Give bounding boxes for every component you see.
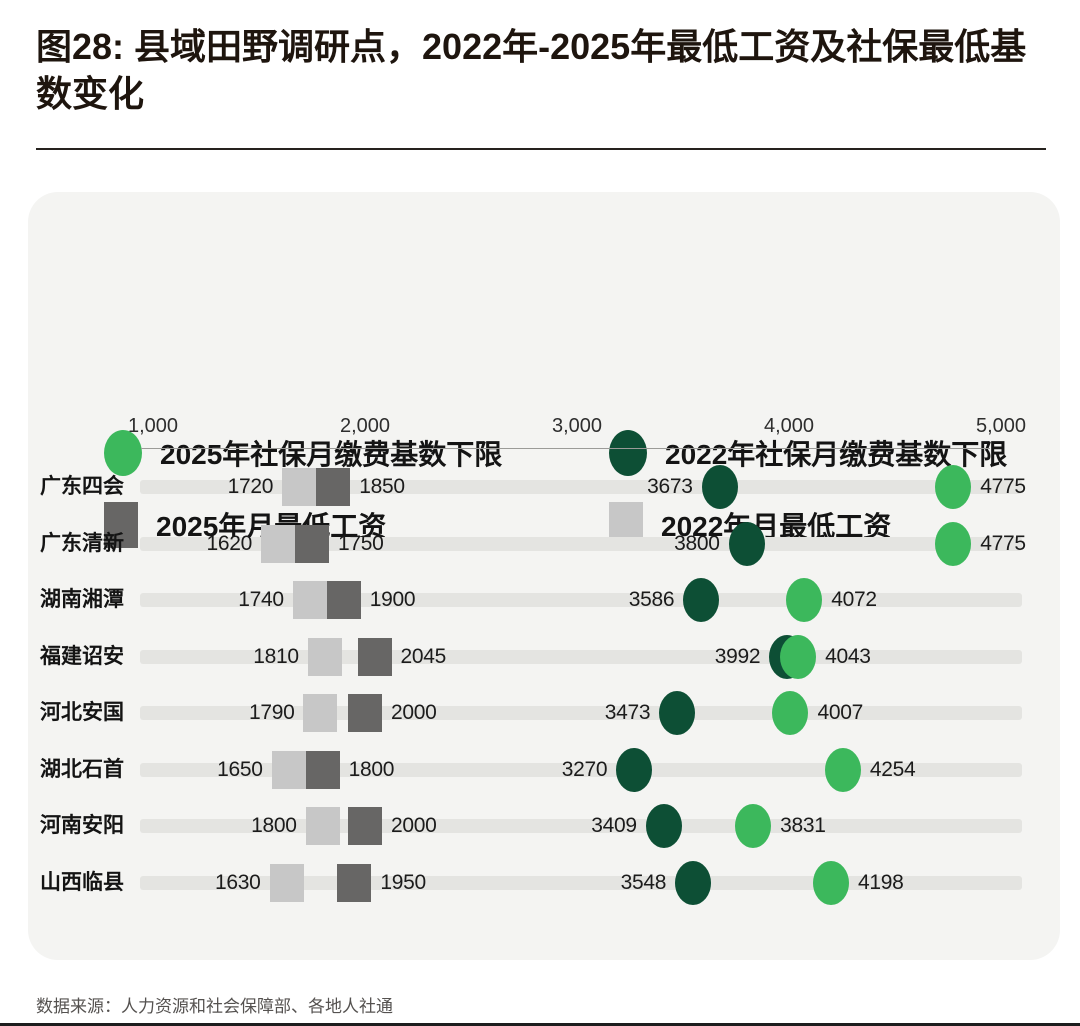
- light-gray-square-icon: [609, 502, 643, 548]
- legend-item-ssbase-2025: 2025年社保月缴费基数下限: [104, 430, 609, 476]
- legend-label: 2022年月最低工资: [661, 511, 892, 542]
- chart-title: 图28: 县域田野调研点，2022年-2025年最低工资及社保最低基数变化: [36, 26, 1027, 114]
- legend-item-wage-2025: 2025年月最低工资: [104, 502, 609, 548]
- legend-item-ssbase-2022: 2022年社保月缴费基数下限: [609, 430, 1007, 476]
- source-note: 数据来源：人力资源和社会保障部、各地人社通: [36, 997, 393, 1016]
- dark-gray-square-icon: [104, 502, 138, 548]
- green-circle-icon: [104, 430, 142, 476]
- bottom-divider: [0, 1023, 1080, 1026]
- legend-label: 2022年社保月缴费基数下限: [665, 439, 1008, 470]
- legend-label: 2025年社保月缴费基数下限: [160, 439, 503, 470]
- legend: 2025年社保月缴费基数下限 2022年社保月缴费基数下限 2025年月最低工资…: [104, 430, 1007, 548]
- legend-item-wage-2022: 2022年月最低工资: [609, 502, 1007, 548]
- title-divider: [36, 148, 1046, 150]
- chart-card: 2025年社保月缴费基数下限 2022年社保月缴费基数下限 2025年月最低工资…: [28, 192, 1060, 960]
- legend-label: 2025年月最低工资: [156, 511, 387, 542]
- dark-green-circle-icon: [609, 430, 647, 476]
